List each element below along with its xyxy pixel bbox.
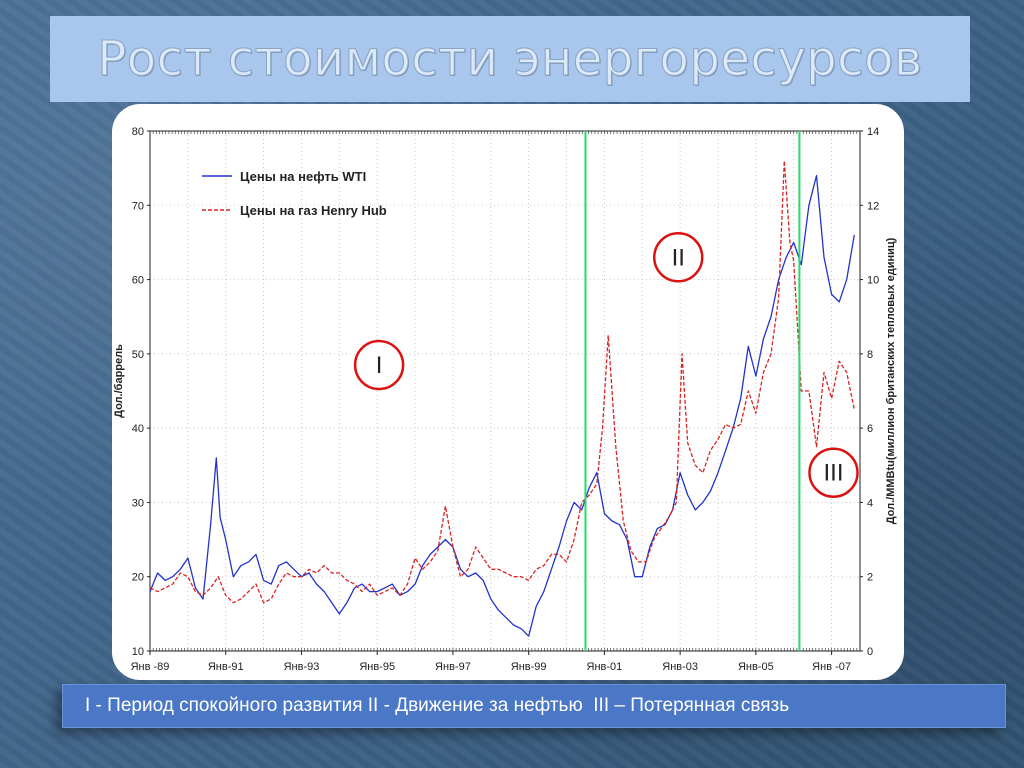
x-tick-label: Янв-97: [435, 661, 471, 673]
y-tick-label: 50: [132, 349, 144, 361]
y-tick-label: 10: [132, 646, 144, 658]
y-tick-label: 20: [132, 572, 144, 584]
x-tick-label: Янв -07: [812, 661, 851, 673]
minor-ticks: [149, 131, 861, 651]
caption-text: I - Период спокойного развития II - Движ…: [85, 695, 790, 716]
y-axis-title-right: Дол./MMBtu(миллион британских тепловых е…: [885, 237, 897, 524]
caption-bar: I - Период спокойного развития II - Движ…: [62, 684, 1006, 728]
period-marker: I: [353, 339, 405, 391]
x-axis: Янв -89 Янв-91 Янв-93 Янв-95 Янв-97 Янв-99 Янв…: [131, 651, 851, 673]
y-axis-left: 10 20 30 40 50 60 70 80: [132, 126, 150, 658]
marker-label: II: [672, 244, 685, 271]
y-tick-label: 60: [132, 275, 144, 287]
x-tick-label: Янв-03: [662, 661, 698, 673]
x-tick-label: Янв-91: [208, 661, 244, 673]
x-tick-label: Янв -89: [131, 661, 170, 673]
y-tick-label-right: 4: [867, 497, 873, 509]
period-marker: III: [808, 447, 859, 498]
y-tick-label-right: 14: [867, 126, 879, 138]
plot-frame: [149, 130, 861, 652]
y-tick-label-right: 10: [867, 275, 879, 287]
chart-panel: 10 20 30 40 50 60 70 80 0 2 4 6 8 10 12 14 Янв -89 Янв-91…: [112, 104, 904, 680]
y-tick-label-right: 6: [867, 423, 873, 435]
x-tick-label: Янв-99: [511, 661, 547, 673]
y-tick-label: 80: [132, 126, 144, 138]
x-tick-label: Янв-01: [587, 661, 623, 673]
marker-label: I: [376, 352, 383, 379]
legend: Цены на нефть WTI Цены на газ Henry Hub: [202, 169, 387, 218]
marker-circle: [652, 232, 704, 283]
y-axis-right: 0 2 4 6 8 10 12 14: [860, 126, 879, 658]
y-tick-label-right: 8: [867, 349, 873, 361]
legend-label: Цены на нефть WTI: [240, 169, 366, 184]
x-tick-label: Янв-05: [738, 661, 774, 673]
y-tick-label: 30: [132, 497, 144, 509]
y-tick-label-right: 2: [867, 572, 873, 584]
x-tick-label: Янв-95: [359, 661, 395, 673]
chart: 10 20 30 40 50 60 70 80 0 2 4 6 8 10 12 14 Янв -89 Янв-91…: [113, 126, 897, 673]
title-bar: Рост стоимости энергоресурсов: [50, 16, 970, 102]
period-marker: II: [652, 232, 704, 283]
y-tick-label-right: 0: [867, 646, 873, 658]
gas-price-line: [149, 160, 855, 604]
legend-label: Цены на газ Henry Hub: [240, 203, 387, 218]
y-tick-label-right: 12: [867, 200, 879, 212]
marker-label: III: [823, 460, 843, 487]
y-tick-label: 70: [132, 200, 144, 212]
y-tick-label: 40: [132, 423, 144, 435]
x-tick-label: Янв-93: [284, 661, 320, 673]
slide-title: Рост стоимости энергоресурсов: [97, 31, 923, 88]
oil-price-line: [149, 174, 855, 637]
marker-circle: [808, 447, 859, 498]
y-axis-title: Дол./баррель: [113, 344, 125, 418]
marker-circle: [353, 339, 405, 391]
